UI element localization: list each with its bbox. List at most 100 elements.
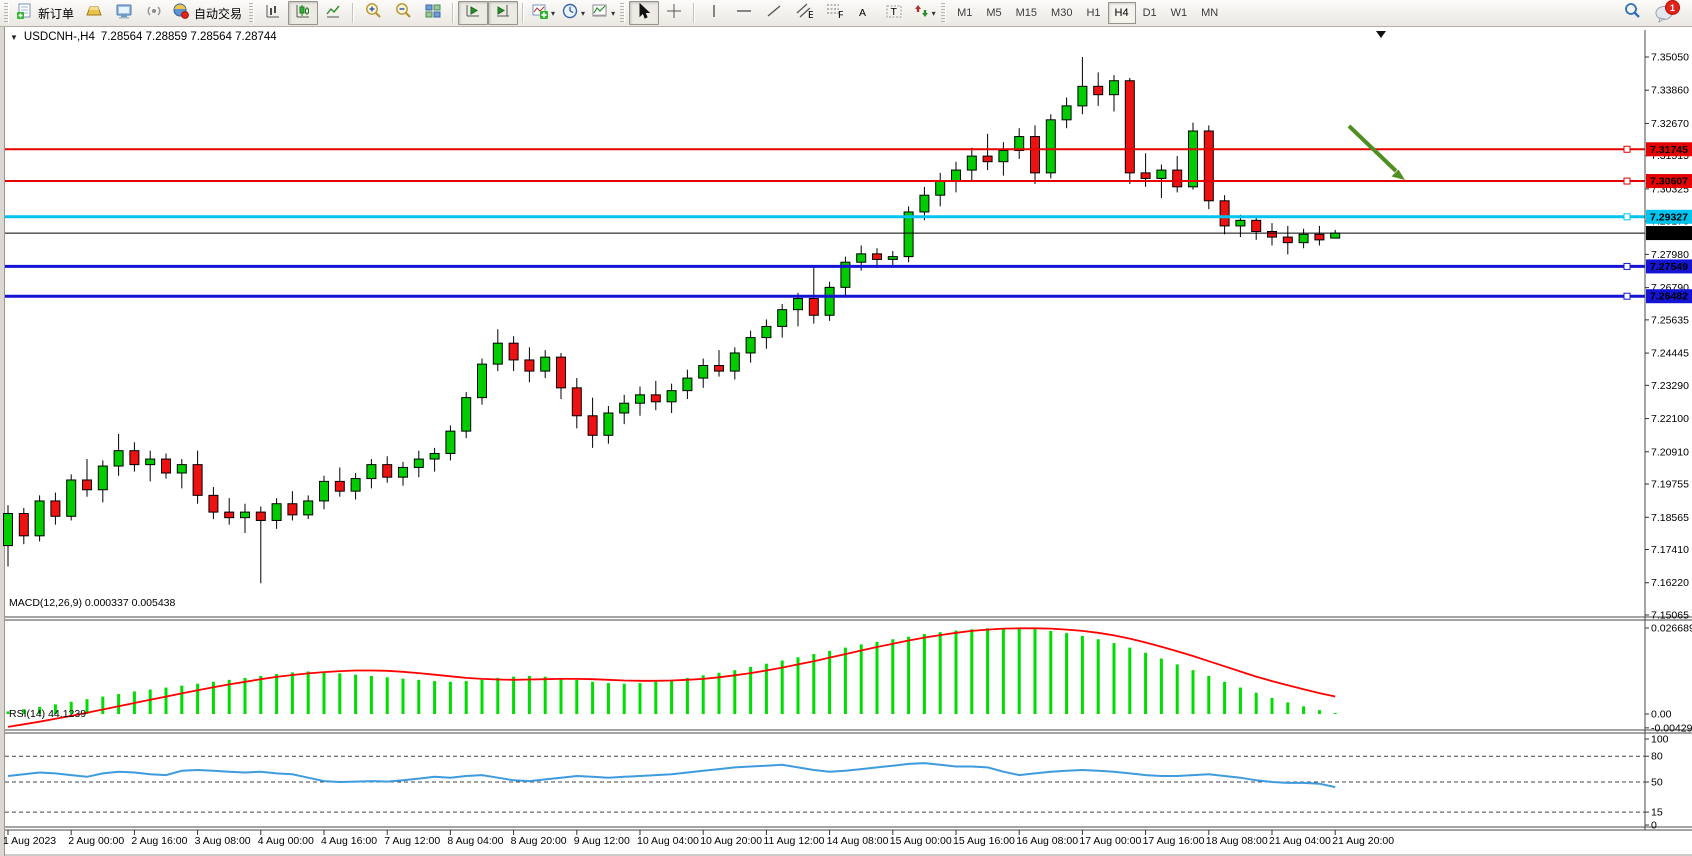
svg-text:8 Aug 04:00: 8 Aug 04:00 <box>447 835 503 847</box>
svg-text:7.23290: 7.23290 <box>1651 380 1689 392</box>
autotrading-button[interactable]: 自动交易 <box>169 1 247 25</box>
periods-button[interactable]: ▾ <box>558 1 588 25</box>
svg-text:3 Aug 08:00: 3 Aug 08:00 <box>195 835 251 847</box>
trendline-tool-button[interactable] <box>759 1 789 25</box>
zoom-in-icon <box>364 1 383 25</box>
chart-symbol-period: USDCNH-,H4 <box>23 31 95 43</box>
svg-text:7.19755: 7.19755 <box>1651 479 1689 491</box>
broadcast-icon <box>145 2 163 25</box>
svg-text:15 Aug 16:00: 15 Aug 16:00 <box>953 835 1015 847</box>
search-icon[interactable] <box>1623 1 1642 25</box>
svg-text:0.00: 0.00 <box>1651 709 1672 721</box>
text-label-tool-button[interactable]: T <box>879 1 909 25</box>
toolbar-separator <box>693 3 696 23</box>
autoscroll-icon <box>464 2 482 25</box>
svg-text:8 Aug 20:00: 8 Aug 20:00 <box>511 835 567 847</box>
toolbar-grip[interactable] <box>941 3 947 23</box>
chat-button[interactable]: 1 <box>1654 0 1680 24</box>
periods-dropdown-caret[interactable]: ▾ <box>581 8 586 18</box>
text-tool-button[interactable]: A <box>849 1 879 25</box>
svg-text:2 Aug 16:00: 2 Aug 16:00 <box>131 835 187 847</box>
rsi-pane[interactable]: 100 80 50 150 <box>5 734 1669 832</box>
svg-text:0.026689: 0.026689 <box>1651 623 1692 635</box>
line-handle <box>1623 213 1631 221</box>
line-handle <box>1623 292 1631 300</box>
chart-window[interactable]: ▼ USDCNH-,H4 7.28564 7.28859 7.28564 7.2… <box>0 27 1692 856</box>
horizontal-line-icon <box>735 3 753 24</box>
svg-text:0: 0 <box>1651 820 1657 832</box>
svg-text:7.30607: 7.30607 <box>1650 176 1688 188</box>
toolbar-grip[interactable] <box>4 3 9 23</box>
line-handle <box>1623 177 1631 185</box>
svg-text:4 Aug 16:00: 4 Aug 16:00 <box>321 835 377 847</box>
new-order-label: 新订单 <box>38 6 75 21</box>
horizontal-line-tool-button[interactable] <box>729 1 759 25</box>
new-order-button[interactable]: 新订单 <box>13 1 79 25</box>
vertical-line-icon <box>707 3 721 24</box>
horizontal-line-objects[interactable] <box>5 145 1645 300</box>
autoscroll-button[interactable] <box>458 1 489 25</box>
svg-text:21 Aug 20:00: 21 Aug 20:00 <box>1332 835 1394 847</box>
cursor-tool-button[interactable] <box>629 1 660 25</box>
indicators-button[interactable]: ▾ <box>528 1 558 25</box>
terminal-button[interactable] <box>109 1 139 25</box>
svg-text:17 Aug 00:00: 17 Aug 00:00 <box>1079 835 1141 847</box>
arrows-tool-button[interactable]: ▾ <box>909 1 939 25</box>
svg-text:7.27549: 7.27549 <box>1650 261 1688 273</box>
chart-shift-button[interactable] <box>488 1 519 25</box>
templates-dropdown-caret[interactable]: ▾ <box>611 8 616 18</box>
svg-text:1 Aug 2023: 1 Aug 2023 <box>3 835 56 847</box>
timeframe-button-h4[interactable]: H4 <box>1107 2 1136 24</box>
time-axis[interactable]: 1 Aug 2023 2 Aug 00:00 2 Aug 16:00 3 Aug 08… <box>3 830 1394 847</box>
timeframe-button-mn[interactable]: MN <box>1201 7 1219 19</box>
crosshair-tool-button[interactable] <box>659 1 689 25</box>
indicators-dropdown-caret[interactable]: ▾ <box>551 8 556 18</box>
notification-badge[interactable]: 1 <box>1665 0 1680 15</box>
timeframe-button-m15[interactable]: M15 <box>1015 7 1038 19</box>
autotrading-label: 自动交易 <box>194 6 243 21</box>
chart-canvas[interactable]: 1 Aug 2023 2 Aug 00:00 2 Aug 16:00 3 Aug 08… <box>0 27 1692 856</box>
toolbar-separator <box>352 3 355 23</box>
tile-windows-button[interactable] <box>418 1 448 25</box>
macd-pane[interactable]: 0.026689 0.00-0.004299 <box>6 623 1692 735</box>
svg-text:21 Aug 04:00: 21 Aug 04:00 <box>1269 835 1331 847</box>
svg-text:7.33860: 7.33860 <box>1651 85 1689 97</box>
line-chart-button[interactable] <box>318 1 348 25</box>
cursor-icon <box>636 2 652 24</box>
window-left-gutter <box>0 27 5 856</box>
clock-icon <box>561 2 579 25</box>
bar-chart-icon <box>264 2 282 25</box>
timeframe-button-h1[interactable]: H1 <box>1086 7 1101 19</box>
arrows-dropdown-caret[interactable]: ▾ <box>931 8 936 18</box>
candlestick-series <box>3 57 1341 584</box>
fibonacci-tool-button[interactable]: F <box>819 1 849 25</box>
timeframe-button-d1[interactable]: D1 <box>1142 7 1157 19</box>
chart-shift-marker[interactable] <box>1376 31 1386 38</box>
svg-text:9 Aug 12:00: 9 Aug 12:00 <box>574 835 630 847</box>
templates-button[interactable]: ▾ <box>588 1 618 25</box>
toolbar-grip[interactable] <box>249 3 255 23</box>
chart-expander-icon[interactable]: ▼ <box>10 32 18 42</box>
svg-text:7.15065: 7.15065 <box>1651 609 1689 621</box>
text-icon: A <box>856 3 872 24</box>
equidistant-channel-tool-button[interactable]: E <box>789 1 819 25</box>
line-chart-icon <box>324 2 342 25</box>
bar-chart-button[interactable] <box>258 1 288 25</box>
zoom-out-button[interactable] <box>388 1 418 25</box>
tile-windows-icon <box>424 2 442 25</box>
timeframe-button-m5[interactable]: M5 <box>986 7 1002 19</box>
arrow-annotation[interactable] <box>1347 124 1405 180</box>
svg-text:11 Aug 12:00: 11 Aug 12:00 <box>763 835 824 847</box>
svg-text:-0.004299: -0.004299 <box>1651 722 1692 734</box>
timeframe-button-w1[interactable]: W1 <box>1170 7 1188 19</box>
pane-dividers <box>5 616 1692 856</box>
zoom-in-button[interactable] <box>358 1 388 25</box>
toolbar-grip[interactable] <box>620 3 626 23</box>
timeframe-button-m30[interactable]: M30 <box>1051 7 1073 19</box>
candlestick-chart-button[interactable] <box>288 1 319 25</box>
gold-button[interactable] <box>79 1 109 25</box>
vertical-line-tool-button[interactable] <box>699 1 729 25</box>
chart-title[interactable]: ▼ USDCNH-,H4 7.28564 7.28859 7.28564 7.2… <box>10 31 277 43</box>
broadcast-button[interactable] <box>139 1 169 25</box>
timeframe-button-m1[interactable]: M1 <box>957 7 973 19</box>
